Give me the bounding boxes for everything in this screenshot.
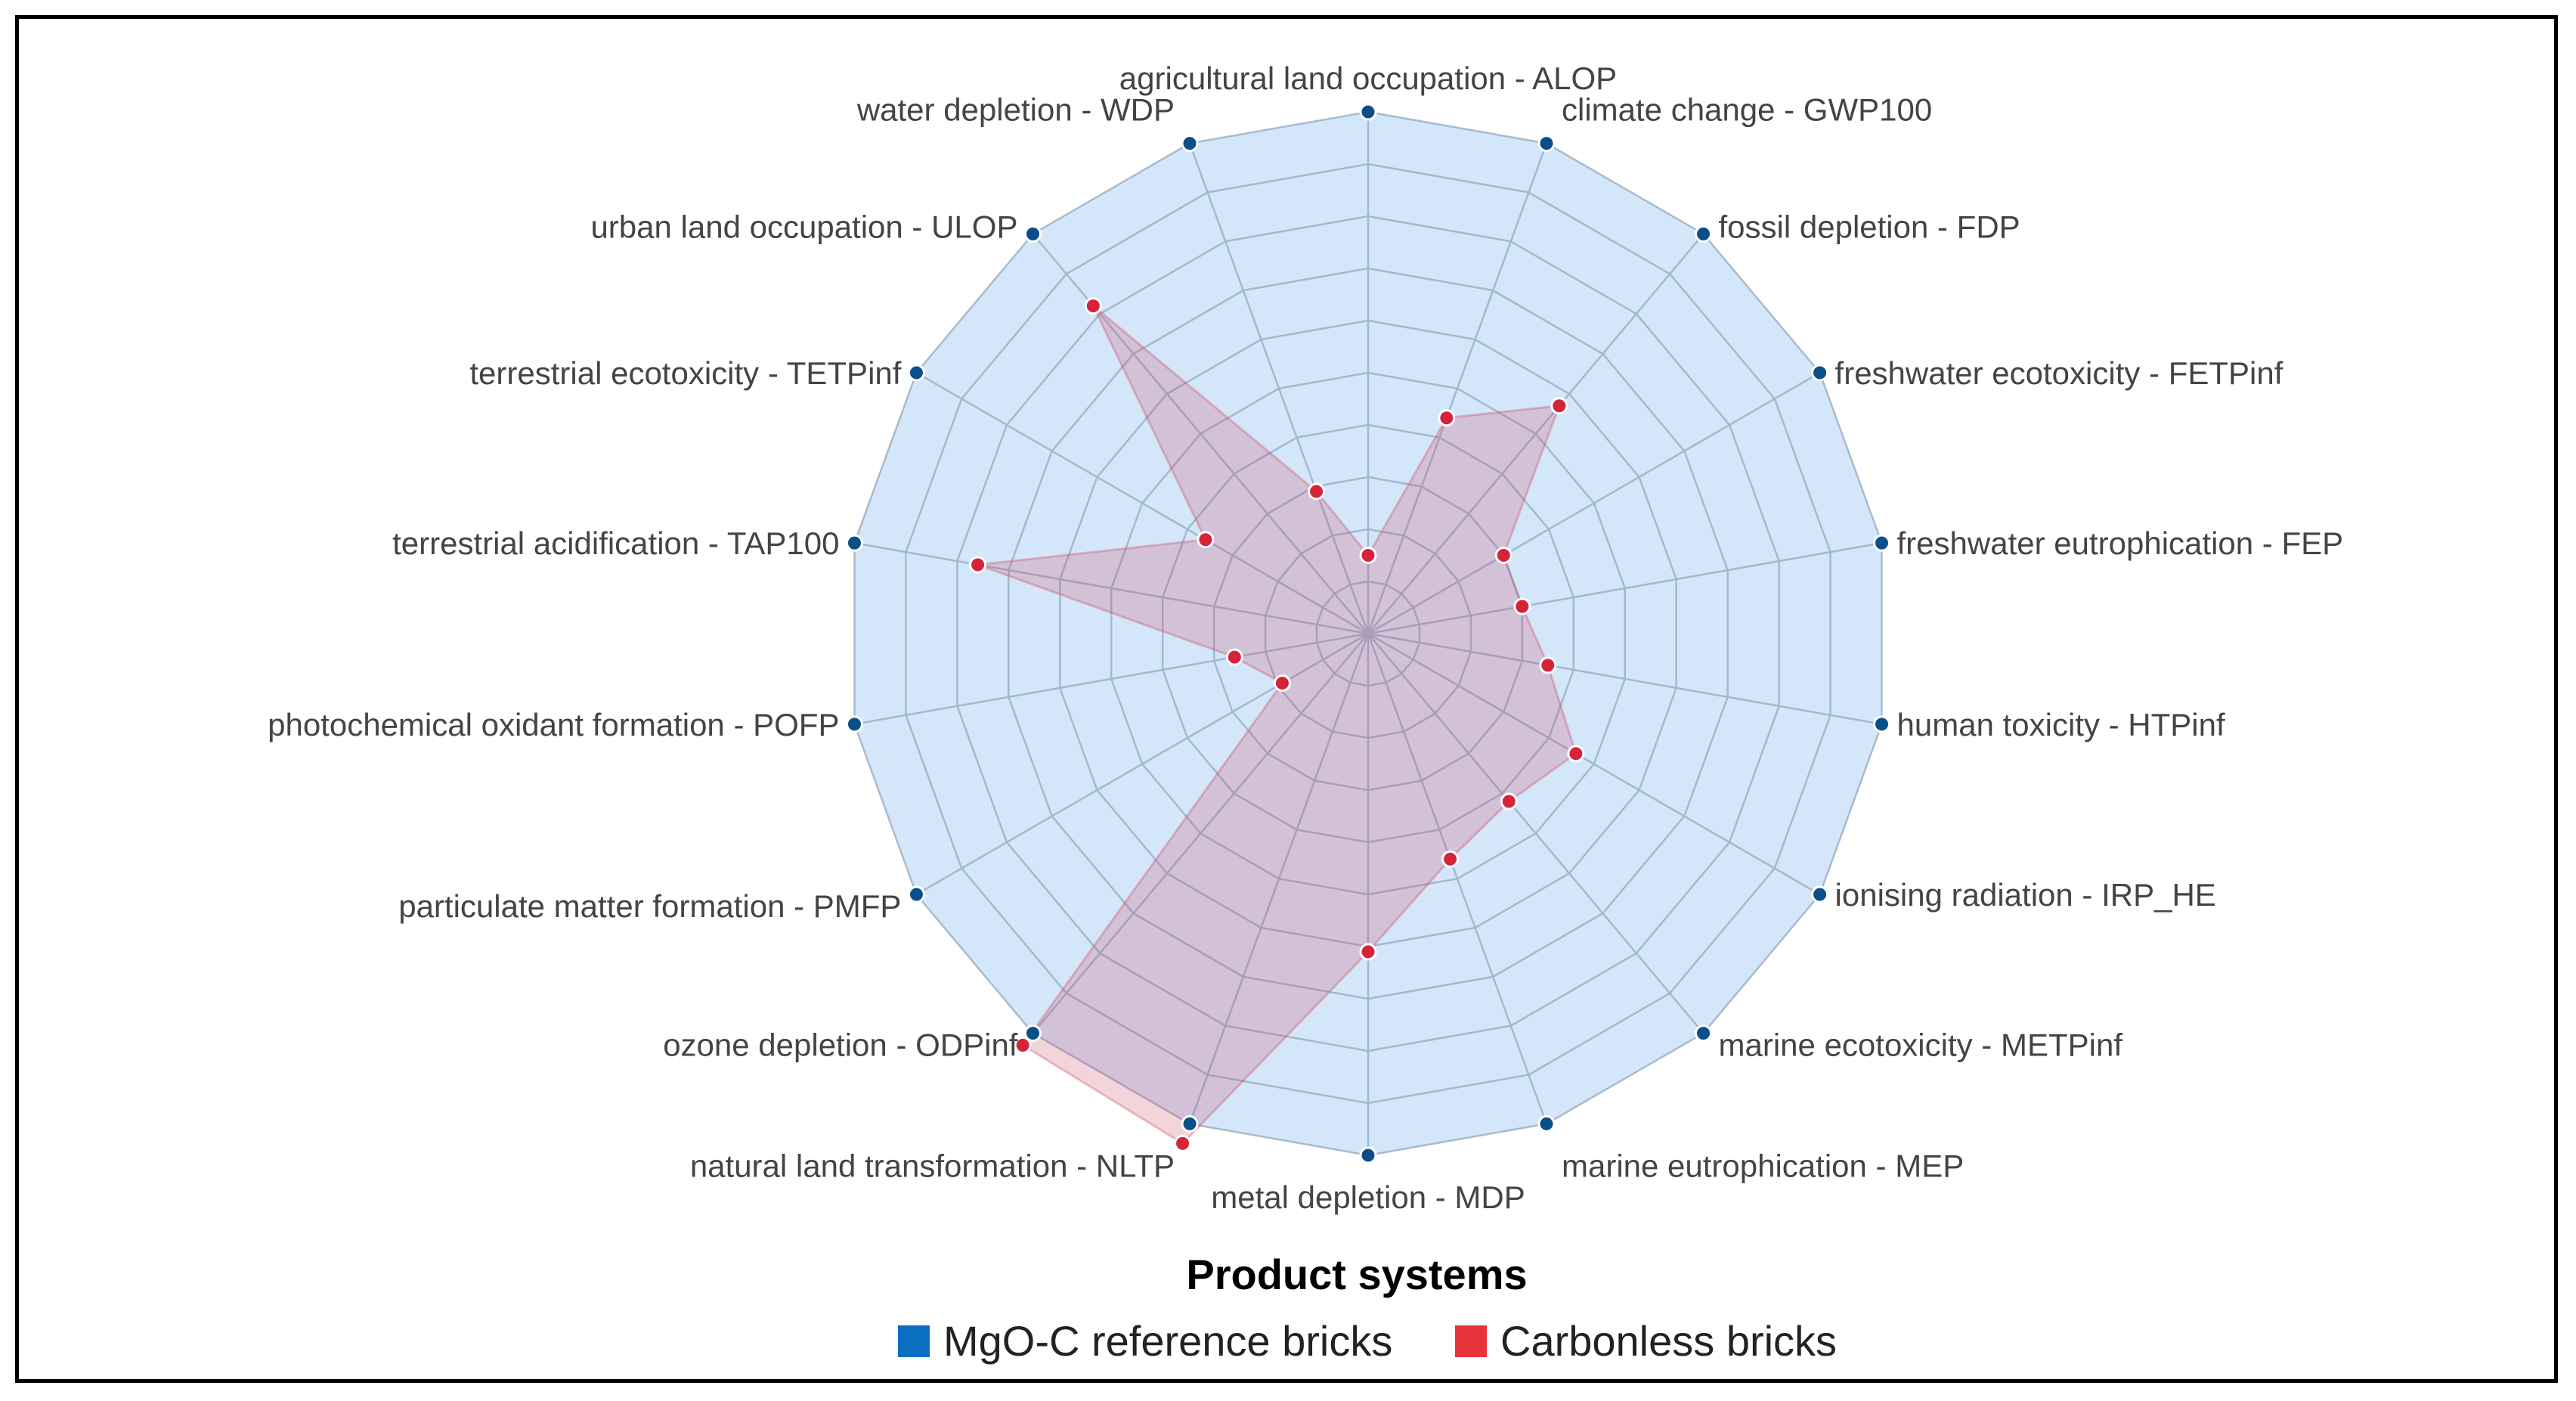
data-point-mgo-c[interactable] [907,885,925,904]
axis-label: ozone depletion - ODPinf [663,1028,1018,1063]
data-point-carbonless[interactable] [1513,597,1531,615]
axis-label: terrestrial ecotoxicity - TETPinf [469,355,901,391]
legend-swatch-carbonless [1455,1325,1487,1357]
data-point-mgo-c[interactable] [1873,534,1891,552]
grid-spoke [1367,633,1704,1034]
data-point-mgo-c[interactable] [1023,225,1042,243]
axis-label: fossil depletion - FDP [1719,209,2020,244]
axis-label: water depletion - WDP [856,92,1175,128]
axis-label: marine ecotoxicity - METPinf [1719,1028,2123,1063]
data-point-carbonless[interactable] [969,556,987,574]
legend-swatch-mgo-c [898,1325,930,1357]
data-point-mgo-c[interactable] [1537,135,1556,153]
legend-title: Product systems [1186,1251,1527,1298]
data-point-mgo-c[interactable] [1359,1146,1377,1164]
series-area-mgo-c [854,112,1882,1155]
axis-labels: agricultural land occupation - ALOPclima… [268,60,2343,1215]
grid-spoke [1188,633,1370,1124]
grid-spoke [854,632,1369,726]
data-point-carbonless[interactable] [1494,547,1512,564]
data-point-carbonless[interactable] [1197,531,1215,549]
axis-label: freshwater eutrophication - FEP [1897,525,2344,561]
legend-label-carbonless[interactable]: Carbonless bricks [1500,1317,1837,1365]
axis-label: natural land transformation - NLTP [690,1148,1175,1183]
data-point-carbonless[interactable] [1567,745,1585,763]
grid-spoke [1367,371,1821,635]
data-point-carbonless[interactable] [1539,656,1557,674]
grid-spoke [915,371,1369,635]
data-point-carbonless[interactable] [1308,482,1326,501]
axis-label: human toxicity - HTPinf [1897,707,2225,742]
data-point-carbonless[interactable] [1359,547,1377,564]
data-point-carbonless[interactable] [1550,397,1568,415]
data-point-carbonless[interactable] [1174,1134,1192,1152]
data-point-mgo-c[interactable] [1359,103,1377,121]
axis-label: particulate matter formation - PMFP [398,888,901,924]
data-point-mgo-c[interactable] [1537,1114,1556,1133]
chart-frame [15,15,2558,1383]
grid-spoke [1367,632,1821,896]
data-point-carbonless[interactable] [1225,648,1243,666]
grid-spoke [1367,143,1548,634]
grid-spoke [1188,143,1370,634]
data-point-carbonless[interactable] [1441,850,1460,868]
grid-spoke [1367,233,1704,634]
data-point-mgo-c[interactable] [1181,135,1199,153]
axis-label: freshwater ecotoxicity - FETPinf [1835,355,2283,391]
data-point-mgo-c[interactable] [907,364,925,382]
data-point-carbonless[interactable] [1273,674,1291,693]
data-point-mgo-c[interactable] [1181,1114,1199,1133]
axis-label: marine eutrophication - MEP [1562,1148,1964,1183]
data-point-mgo-c[interactable] [1811,885,1829,904]
axis-label: metal depletion - MDP [1211,1179,1525,1215]
data-point-mgo-c[interactable] [845,715,863,733]
data-point-carbonless[interactable] [1014,1036,1032,1054]
grid-spoke [1367,633,1548,1124]
axis-label: climate change - GWP100 [1562,92,1932,128]
data-point-carbonless[interactable] [1438,409,1456,427]
data-point-mgo-c[interactable] [1811,364,1829,382]
data-point-mgo-c[interactable] [845,534,863,552]
axis-label: ionising radiation - IRP_HE [1835,877,2216,913]
grid-spoke [915,632,1369,896]
legend-label-mgo-c[interactable]: MgO-C reference bricks [943,1317,1392,1365]
grid-spoke [1367,541,1882,635]
data-point-mgo-c[interactable] [1873,715,1891,733]
data-point-carbonless[interactable] [1084,297,1102,315]
data-point-carbonless[interactable] [1500,792,1518,811]
data-point-mgo-c[interactable] [1695,1024,1713,1043]
axis-label: photochemical oxidant formation - POFP [268,707,839,742]
axis-label: agricultural land occupation - ALOP [1119,60,1617,96]
data-point-carbonless[interactable] [1359,943,1377,961]
axis-label: terrestrial acidification - TAP100 [392,525,839,561]
legend: Product systems MgO-C reference bricks C… [898,1251,1837,1365]
grid-spoke [854,541,1369,635]
data-point-mgo-c[interactable] [1695,225,1713,243]
radar-series [845,103,1891,1164]
grid-spoke [1367,632,1882,726]
data-point-mgo-c[interactable] [1023,1024,1042,1043]
grid-spoke [1032,633,1369,1034]
axis-label: urban land occupation - ULOP [590,209,1017,244]
